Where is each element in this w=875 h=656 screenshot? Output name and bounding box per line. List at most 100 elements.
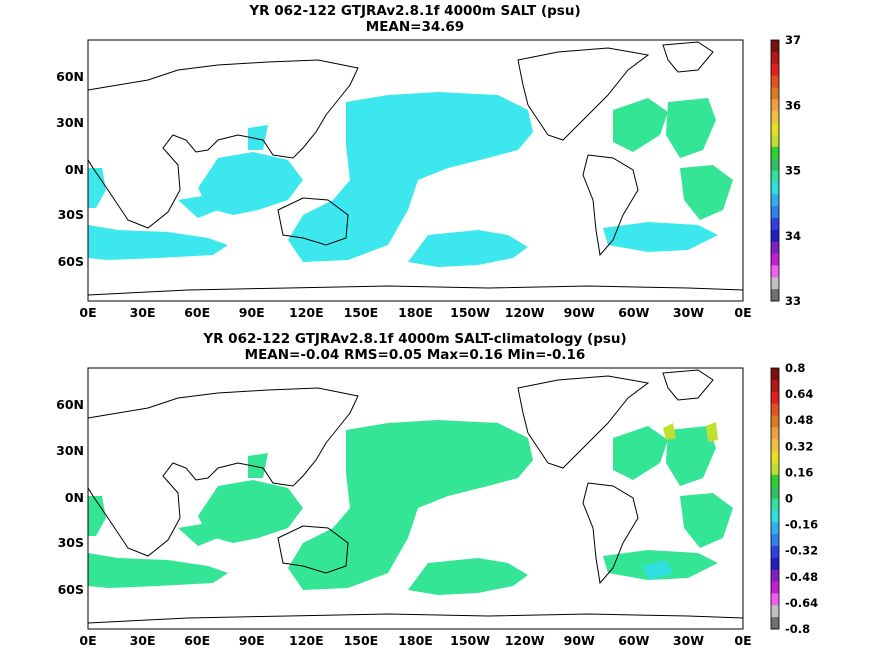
colorbar-label: 0.48 xyxy=(785,413,813,427)
colorbar-swatch xyxy=(771,391,779,405)
colorbar-swatch xyxy=(771,510,779,523)
ocean-patch xyxy=(198,480,303,543)
colorbar-swatch xyxy=(771,134,779,148)
anomaly-patch xyxy=(642,560,673,580)
positive-anomaly-patch xyxy=(706,422,718,442)
panel1-title: YR 062-122 GTJRAv2.8.1f 4000m SALT (psu)… xyxy=(0,3,830,35)
lat-tick-label: 30N xyxy=(56,115,84,130)
lon-tick-label: 0E xyxy=(79,633,96,648)
lat-tick-label: 0N xyxy=(65,490,84,505)
colorbar-swatch xyxy=(771,557,779,571)
lon-tick-label: 90W xyxy=(564,633,595,648)
coastline-path xyxy=(88,59,359,229)
lon-tick-label: 60E xyxy=(184,305,210,320)
panel2-title-line2: MEAN=-0.04 RMS=0.05 Max=0.16 Min=-0.16 xyxy=(244,347,586,363)
colorbar-swatch xyxy=(771,253,779,266)
lon-tick-label: 0E xyxy=(734,305,751,320)
lat-tick-label: 60N xyxy=(56,69,84,84)
colorbar-2: 0.8 0.64 0.48 0.32 0.16 0 -0.16 -0.32 -0.48 -0.64… xyxy=(770,361,818,636)
coastline-path xyxy=(662,41,714,73)
ocean-patch xyxy=(88,168,106,208)
map-frame-1 xyxy=(87,39,744,302)
colorbar-label: 0.16 xyxy=(785,465,813,479)
lon-tick-label: 30E xyxy=(130,633,156,648)
colorbar-swatch xyxy=(771,111,779,124)
colorbar-swatch xyxy=(771,427,779,440)
coastline-path xyxy=(582,482,639,585)
colorbar-label: -0.8 xyxy=(785,622,810,636)
colorbar-swatch xyxy=(771,146,779,160)
colorbar-label: 33 xyxy=(785,294,801,308)
colorbar-swatch xyxy=(771,241,779,255)
lon-tick-label: 90E xyxy=(239,633,265,648)
colorbar-label: 37 xyxy=(785,33,801,47)
lon-tick-label: 180E xyxy=(398,633,433,648)
ocean-patch xyxy=(248,125,268,150)
colorbar-swatch xyxy=(771,462,779,476)
lon-tick-label: 30W xyxy=(673,633,704,648)
colorbar-swatch xyxy=(771,99,779,112)
lat-tick-label: 30S xyxy=(58,535,84,550)
colorbar-swatch xyxy=(771,451,779,464)
colorbar-swatch xyxy=(771,182,779,195)
colorbar-swatch xyxy=(771,581,779,594)
ocean-patch xyxy=(88,553,228,588)
colorbar-label: -0.64 xyxy=(785,596,818,610)
lat-tick-label: 30S xyxy=(58,207,84,222)
lon-tick-label: 30W xyxy=(673,305,704,320)
colorbar-swatch xyxy=(771,170,779,183)
colorbar-swatch xyxy=(771,569,779,583)
panel1-title-line1: YR 062-122 GTJRAv2.8.1f 4000m SALT (psu) xyxy=(249,3,581,19)
ocean-patch xyxy=(288,420,533,590)
lon-tick-label: 150E xyxy=(344,633,379,648)
colorbar-label: 36 xyxy=(785,98,801,112)
lat-tick-label: 30N xyxy=(56,443,84,458)
lon-tick-label: 120E xyxy=(289,305,324,320)
ocean-patch xyxy=(178,523,218,546)
lat-tick-label: 60S xyxy=(58,254,84,269)
ocean-patch xyxy=(88,225,228,260)
panel2-title-line1: YR 062-122 GTJRAv2.8.1f 4000m SALT-clima… xyxy=(203,331,627,347)
coastline-path xyxy=(88,387,359,557)
colorbar-swatch xyxy=(771,522,779,535)
map-frame-2 xyxy=(87,367,744,630)
coastline-1 xyxy=(88,41,743,296)
atlantic-patch xyxy=(613,426,668,480)
lon-tick-label: 120E xyxy=(289,633,324,648)
colorbar-label: 0 xyxy=(785,492,793,506)
lon-tick-label: 150W xyxy=(450,633,490,648)
lon-tick-label: 30E xyxy=(130,305,156,320)
lon-tick-label: 60W xyxy=(618,633,649,648)
lon-tick-label: 90E xyxy=(239,305,265,320)
colorbar-label: -0.16 xyxy=(785,518,818,532)
colorbar-swatch xyxy=(771,617,779,630)
colorbar-swatch xyxy=(771,368,779,381)
ocean-patch xyxy=(178,195,218,218)
colorbar-swatch xyxy=(771,265,779,278)
salinity-anomaly-field-2 xyxy=(88,420,733,595)
lon-tick-label: 120W xyxy=(505,305,545,320)
colorbar-swatch xyxy=(771,498,779,511)
colorbar-swatch xyxy=(771,415,779,428)
coastline-path xyxy=(277,525,349,574)
ocean-patch xyxy=(408,230,528,267)
atlantic-patch xyxy=(666,426,716,486)
lon-tick-label: 180E xyxy=(398,305,433,320)
lon-tick-label: 150W xyxy=(450,305,490,320)
atlantic-patch xyxy=(666,98,716,158)
lon-tick-label: 0E xyxy=(79,305,96,320)
coastline-path xyxy=(662,369,714,401)
lon-tick-label: 60E xyxy=(184,633,210,648)
panel2-title: YR 062-122 GTJRAv2.8.1f 4000m SALT-clima… xyxy=(0,331,830,363)
positive-anomaly-patch xyxy=(663,423,676,440)
colorbar-label: 0.8 xyxy=(785,361,805,375)
colorbar-label: 35 xyxy=(785,164,801,178)
ocean-patch xyxy=(88,496,106,536)
lon-tick-label: 60W xyxy=(618,305,649,320)
axis-ticks-2: 60N 30N 0N 30S 60S 0E 30E 60E 90E 120E 150E 180E 150… xyxy=(56,397,751,648)
ocean-patch xyxy=(198,152,303,215)
colorbar-swatch xyxy=(771,379,779,393)
colorbar-label: 0.32 xyxy=(785,439,813,453)
colorbar-swatch xyxy=(771,123,779,136)
